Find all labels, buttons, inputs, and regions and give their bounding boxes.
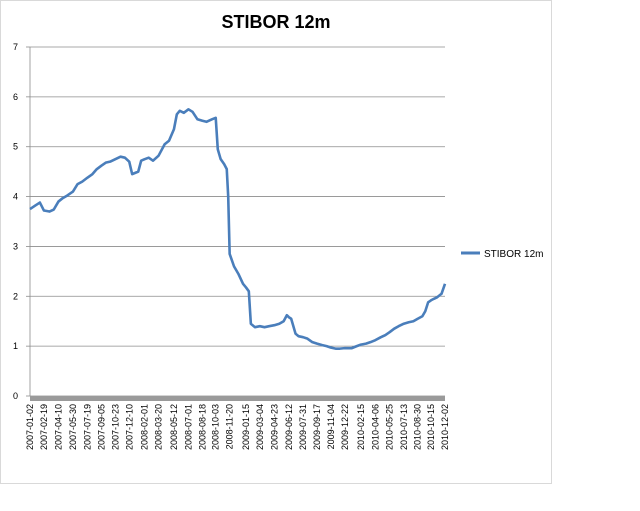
x-tick-label: 2007-07-19 [82, 404, 92, 450]
y-tick-label: 1 [13, 341, 18, 351]
x-tick-label: 2009-04-23 [269, 404, 279, 450]
x-tick-label: 2007-04-10 [53, 404, 63, 450]
x-tick-label: 2009-12-22 [340, 404, 350, 450]
y-tick-label: 3 [13, 241, 18, 251]
y-tick-label: 7 [13, 42, 18, 52]
y-tick-label: 4 [13, 192, 18, 202]
x-tick-label: 2010-02-15 [356, 404, 366, 450]
x-tick-label: 2009-06-12 [284, 404, 294, 450]
x-tick-label: 2008-02-01 [140, 404, 150, 450]
x-tick-label: 2007-10-23 [110, 404, 120, 450]
axis-layer: 0 1 2 3 4 5 6 7 2007-01-02 2007-02-19 2007-04-10 20… [13, 42, 450, 450]
x-axis-tick-band [30, 396, 445, 401]
series-line-0 [29, 108, 447, 350]
x-tick-label: 2010-10-15 [426, 404, 436, 450]
y-tick-label: 0 [13, 391, 18, 401]
grid-layer [30, 46, 445, 347]
x-tick-label: 2009-11-04 [326, 404, 336, 449]
x-tick-label: 2008-05-12 [169, 404, 179, 450]
chart-title: STIBOR 12m [221, 12, 330, 32]
y-tick-label: 2 [13, 291, 18, 301]
x-tick-label: 2010-12-02 [440, 404, 450, 450]
series-layer [29, 108, 447, 350]
chart-frame [0, 0, 552, 484]
legend: STIBOR 12m [461, 249, 543, 260]
y-tick-label: 5 [13, 142, 18, 152]
x-tick-label: 2007-01-02 [25, 404, 35, 450]
x-tick-label: 2010-07-13 [399, 404, 409, 450]
x-tick-label: 2010-04-06 [370, 404, 380, 450]
x-tick-label: 2010-08-30 [413, 404, 423, 450]
x-tick-label: 2007-09-05 [96, 404, 106, 450]
x-tick-label: 2010-05-25 [385, 404, 395, 450]
x-tick-label: 2007-12-10 [124, 404, 134, 450]
y-tick-label: 6 [13, 92, 18, 102]
x-tick-label: 2007-05-30 [68, 404, 78, 450]
x-tick-label: 2007-02-19 [39, 404, 49, 450]
x-tick-label: 2009-07-31 [298, 404, 308, 450]
x-tick-label: 2008-07-01 [183, 404, 193, 450]
x-tick-label: 2008-10-03 [211, 404, 221, 450]
x-tick-label: 2008-08-18 [197, 404, 207, 450]
x-tick-label: 2009-09-17 [312, 404, 322, 450]
x-tick-label: 2009-01-15 [241, 404, 251, 450]
x-tick-label: 2008-11-20 [225, 404, 235, 449]
x-tick-label: 2008-03-20 [154, 404, 164, 450]
legend-label: STIBOR 12m [484, 249, 543, 260]
x-tick-label: 2009-03-04 [255, 404, 265, 450]
